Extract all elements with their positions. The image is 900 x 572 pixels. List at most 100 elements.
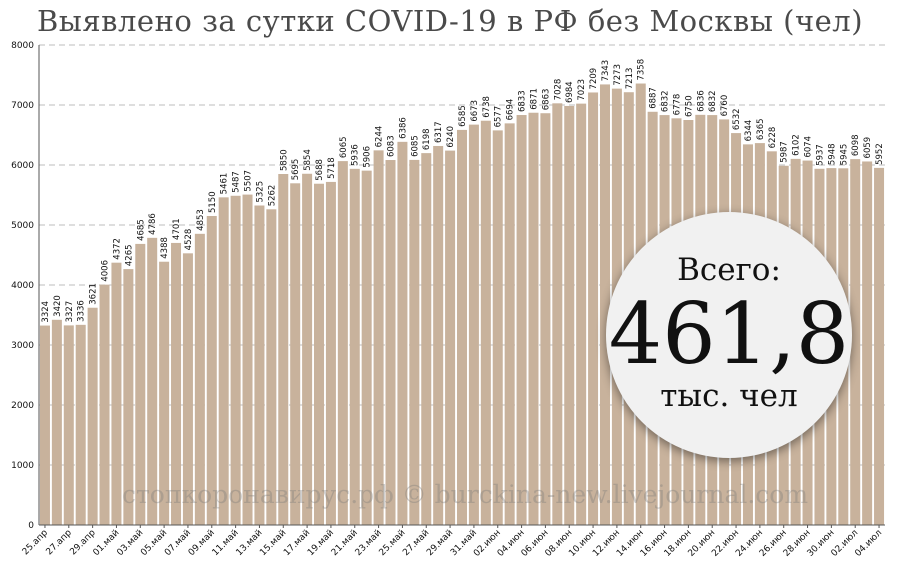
bar — [433, 145, 444, 526]
bar-value-label: 6871 — [529, 88, 539, 110]
bar — [409, 159, 420, 525]
bar-value-label: 6244 — [375, 126, 385, 148]
bar — [528, 112, 539, 526]
bar-value-label: 7358 — [637, 59, 647, 81]
bar — [516, 115, 527, 526]
bar-value-label: 6778 — [672, 94, 682, 116]
bar — [290, 183, 301, 526]
bar-value-label: 5262 — [267, 185, 277, 207]
bar-value-label: 6673 — [470, 100, 480, 122]
bar — [206, 216, 217, 525]
bar — [302, 173, 313, 525]
total-value: 461,8 — [608, 285, 850, 383]
y-tick-label: 7000 — [11, 101, 34, 111]
bar-value-label: 6228 — [768, 127, 778, 149]
bar-value-label: 5854 — [303, 149, 313, 171]
bar — [254, 205, 265, 525]
bar — [552, 103, 563, 525]
y-tick-label: 8000 — [11, 41, 34, 51]
bar-value-label: 5150 — [208, 191, 218, 213]
bar — [159, 261, 170, 525]
total-label: Всего: — [677, 252, 781, 288]
y-tick-label: 1000 — [11, 461, 34, 471]
bar — [39, 325, 50, 525]
bar — [182, 253, 193, 525]
bar-value-label: 3327 — [65, 301, 75, 323]
bar — [564, 105, 575, 526]
bar-value-label: 5487 — [232, 171, 242, 193]
bar-value-label: 6832 — [661, 90, 671, 112]
y-tick-label: 0 — [28, 521, 34, 531]
bar-value-label: 5325 — [255, 181, 265, 203]
bar-value-label: 4786 — [148, 213, 158, 235]
bar — [480, 120, 491, 525]
x-tick-label: 27.апр — [45, 528, 74, 557]
y-tick-label: 5000 — [11, 221, 34, 231]
bar-value-label: 7273 — [613, 64, 623, 86]
bar-value-label: 6694 — [506, 99, 516, 121]
bar-value-label: 6863 — [541, 89, 551, 111]
bar-value-label: 6365 — [756, 118, 766, 140]
bar-value-label: 5948 — [827, 143, 837, 165]
bar — [445, 150, 456, 525]
bar-value-label: 6083 — [387, 135, 397, 157]
bar-value-label: 7209 — [589, 68, 599, 90]
bar — [325, 181, 336, 526]
bar — [99, 284, 110, 525]
bar — [468, 124, 479, 526]
y-tick-label: 6000 — [11, 161, 34, 171]
y-tick-label: 4000 — [11, 281, 34, 291]
bar-value-label: 6085 — [410, 135, 420, 157]
y-tick-label: 2000 — [11, 401, 34, 411]
bar-value-label: 6098 — [851, 134, 861, 156]
bar — [862, 161, 873, 525]
bar-value-label: 4372 — [112, 238, 122, 260]
bar-value-label: 4528 — [184, 229, 194, 251]
bar — [171, 242, 182, 525]
bar-value-label: 5906 — [363, 146, 373, 168]
bar-value-label: 5461 — [220, 173, 230, 195]
bar — [266, 209, 277, 525]
bar-value-label: 5718 — [327, 157, 337, 179]
bar-value-label: 6738 — [482, 96, 492, 118]
bar-value-label: 6059 — [863, 137, 873, 159]
bar-value-label: 5937 — [815, 144, 825, 166]
bar — [51, 319, 62, 525]
bar — [599, 84, 610, 526]
bar-value-label: 6074 — [804, 136, 814, 158]
bar — [278, 174, 289, 525]
bar-value-label: 4006 — [101, 260, 111, 282]
bar — [397, 141, 408, 525]
bar — [456, 129, 468, 525]
bar-value-label: 6577 — [494, 106, 504, 128]
bar — [540, 113, 551, 525]
bar-value-label: 6532 — [732, 108, 742, 130]
bar-value-label: 7343 — [601, 60, 611, 82]
bar-value-label: 4701 — [172, 218, 182, 240]
bar-value-label: 4853 — [196, 209, 206, 231]
bar-value-label: 5507 — [244, 170, 254, 192]
bar-value-label: 4685 — [136, 219, 146, 241]
bar — [63, 325, 74, 525]
bar — [314, 183, 325, 525]
bar — [850, 159, 861, 525]
bar-value-label: 3420 — [53, 295, 63, 317]
bar-value-label: 6760 — [720, 95, 730, 117]
bar-value-label: 6240 — [446, 126, 456, 148]
total-unit: тыс. чел — [660, 378, 798, 414]
bar-value-label: 7028 — [553, 79, 563, 101]
bar — [218, 197, 229, 525]
bar-value-label: 7213 — [625, 68, 635, 90]
bar — [492, 130, 503, 525]
bar-value-label: 5688 — [315, 159, 325, 181]
chart-title: Выявлено за сутки COVID-19 в РФ без Моск… — [36, 4, 864, 38]
y-tick-label: 3000 — [11, 341, 34, 351]
bar — [576, 103, 587, 526]
bar-value-label: 4265 — [124, 244, 134, 266]
bar-value-label: 6585 — [458, 105, 468, 127]
bar-value-label: 6984 — [565, 81, 575, 103]
bar — [337, 161, 348, 525]
bar — [361, 170, 372, 525]
bar — [147, 237, 158, 525]
